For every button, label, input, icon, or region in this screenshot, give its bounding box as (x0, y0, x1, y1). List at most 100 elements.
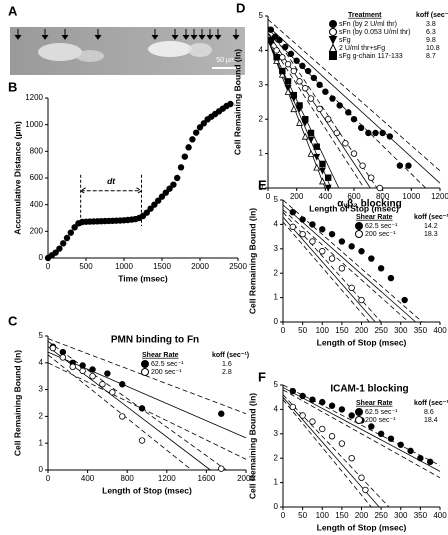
point (52, 249, 59, 256)
fit-line (47, 362, 247, 460)
point (276, 36, 283, 44)
point (376, 184, 383, 192)
chart-title: αᵥβ₃ blocking (337, 199, 401, 210)
point (299, 230, 306, 238)
point (407, 447, 414, 455)
fit-line (47, 354, 192, 471)
x-tick-label: 250 (374, 326, 388, 335)
point (289, 223, 297, 231)
point (319, 398, 326, 406)
x-tick-label: 100 (316, 326, 330, 335)
legend-value-title: koff (sec⁻¹) (414, 214, 448, 221)
point (284, 60, 292, 68)
x-tick-label: 2000 (237, 474, 255, 483)
point (59, 354, 67, 361)
legend-marker (355, 221, 364, 230)
x-tick-label: 400 (319, 192, 333, 201)
legend-value: 2.8 (222, 369, 232, 376)
legend-marker (328, 36, 338, 45)
fit-line (47, 338, 247, 415)
point (296, 118, 303, 126)
panel-label: E (258, 177, 267, 192)
point (309, 221, 316, 228)
x-tick-label: 1200 (431, 192, 448, 201)
x-tick-label: 350 (414, 511, 428, 520)
y-tick-label: 400 (30, 200, 44, 209)
fit-line (267, 26, 378, 189)
point (377, 430, 385, 437)
x-axis-label: Length of Stop (msec) (317, 522, 407, 532)
point (417, 455, 424, 462)
x-tick-label: 0 (281, 326, 286, 335)
y-axis-label: Accumulative Distance (µm) (12, 121, 22, 235)
point (324, 174, 332, 181)
y-tick-label: 4 (259, 46, 264, 55)
legend-label: 200 sec⁻¹ (151, 369, 182, 376)
legend-label: 2 U/ml thr+sFg (339, 45, 385, 52)
point (154, 197, 162, 204)
point (316, 105, 323, 113)
x-tick-label: 0 (266, 192, 271, 201)
x-tick-label: 250 (374, 511, 388, 520)
legend-value: 18.4 (424, 417, 438, 424)
point (338, 265, 346, 272)
panel-label: B (8, 79, 17, 94)
point (359, 162, 366, 169)
point (345, 109, 352, 116)
y-tick-label: 1 (259, 149, 264, 158)
y-tick-label: 4 (39, 358, 44, 367)
point (267, 26, 275, 33)
point (405, 162, 412, 169)
point (192, 129, 200, 136)
y-tick-label: 0 (274, 317, 279, 326)
point (350, 150, 358, 157)
point (218, 465, 225, 472)
point (307, 129, 315, 137)
point (368, 255, 375, 262)
point (71, 224, 78, 231)
point (79, 362, 86, 369)
y-axis-label: Cell Remaining Bound (ln) (247, 208, 257, 314)
point (319, 226, 326, 233)
point (89, 373, 96, 380)
point (310, 74, 318, 82)
point (426, 458, 434, 466)
point (336, 102, 343, 109)
point (284, 78, 292, 85)
y-tick-label: 1 (39, 438, 44, 447)
point (59, 348, 67, 356)
x-tick-label: 300 (394, 326, 408, 335)
x-tick-label: 1000 (402, 192, 420, 201)
legend-label: 62.5 sec⁻¹ (365, 409, 398, 416)
x-tick-label: 100 (316, 511, 330, 520)
point (307, 149, 315, 157)
legend-value-title: koff (sec⁻¹) (416, 12, 448, 19)
x-tick-label: 350 (414, 326, 428, 335)
legend-value: 3.8 (426, 21, 436, 28)
point (319, 177, 326, 185)
point (401, 296, 408, 304)
micrograph: 50 µm (10, 27, 245, 75)
point (348, 284, 355, 292)
point (301, 132, 309, 140)
point (89, 366, 96, 373)
legend-value-title: koff (sec⁻¹) (212, 352, 249, 359)
annotation-arrow (79, 187, 143, 195)
point (328, 255, 336, 262)
point (365, 129, 372, 137)
point (358, 248, 365, 255)
legend-title: Shear Rate (142, 352, 179, 359)
y-tick-label: 600 (30, 173, 44, 182)
point (342, 140, 349, 147)
point (329, 95, 336, 102)
point (350, 115, 358, 123)
legend-marker (329, 20, 338, 29)
legend-marker (140, 360, 149, 369)
point (104, 370, 111, 377)
x-tick-label: 400 (81, 474, 95, 483)
x-tick-label: 2500 (229, 262, 247, 271)
point (362, 486, 369, 494)
legend-marker (355, 408, 364, 417)
fit-line (282, 216, 376, 323)
